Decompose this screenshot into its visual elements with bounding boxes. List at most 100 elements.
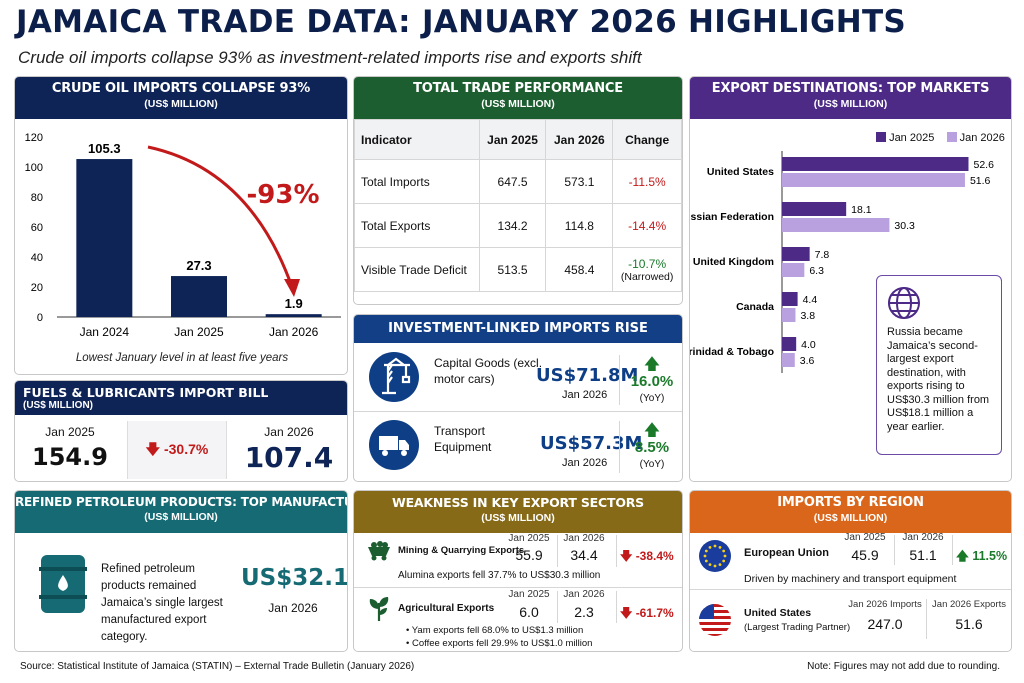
plant-icon: [369, 597, 389, 621]
y-tick-label: 80: [31, 192, 43, 204]
agri-col2: Jan 2026: [563, 589, 605, 600]
total-trade-table: Indicator Jan 2025 Jan 2026 Change Total…: [354, 119, 682, 292]
crude-change-label: -93%: [246, 180, 319, 210]
crude-oil-panel: CRUDE OIL IMPORTS COLLAPSE 93% (US$ MILL…: [14, 76, 348, 375]
eu-col2: Jan 2026: [902, 532, 944, 543]
row-2025: 647.5: [478, 159, 547, 204]
agri-col1: Jan 2025: [508, 589, 550, 600]
eu-star: [722, 559, 726, 563]
refined-value: US$32.1M: [241, 565, 348, 591]
region-header: IMPORTS BY REGION (US$ MILLION): [690, 491, 1011, 533]
crude-bar: [171, 276, 227, 317]
mining-divider-1: [557, 535, 558, 567]
crude-oil-heading: CRUDE OIL IMPORTS COLLAPSE 93%: [51, 81, 311, 96]
category-label: Canada: [736, 301, 774, 313]
footer-source: Source: Statistical Institute of Jamaica…: [20, 661, 415, 672]
eu-star: [718, 563, 722, 567]
export-destinations-chart: United States 52.6 51.6 Russian Federation 1…: [690, 151, 994, 373]
export-destinations-header: EXPORT DESTINATIONS: TOP MARKETS (US$ MI…: [690, 77, 1011, 119]
decline-arrowhead: [284, 279, 300, 297]
y-tick-label: 120: [25, 132, 43, 144]
total-trade-panel: TOTAL TRADE PERFORMANCE (US$ MILLION) In…: [353, 76, 683, 305]
fuels-y1-value: 154.9: [32, 443, 108, 471]
row-change: -10.7%: [628, 256, 667, 271]
mining-change: 🡇 -38.4%: [620, 547, 674, 568]
row-2026: 114.8: [545, 203, 614, 248]
mining-col1: Jan 2025: [508, 533, 550, 544]
investment-panel: INVESTMENT-LINKED IMPORTS RISE Capital G…: [353, 314, 683, 482]
agri-divider-2: [616, 591, 617, 623]
col-jan-2026: Jan 2026: [545, 119, 614, 160]
col-change: Change: [612, 119, 682, 160]
eu-note: Driven by machinery and transport equipm…: [744, 573, 957, 585]
row-change: -14.4%: [612, 203, 682, 248]
eu-star: [713, 544, 717, 548]
y-tick-label: 100: [25, 162, 43, 174]
russia-callout: Russia became Jamaica’s second-largest e…: [876, 275, 1002, 455]
row-indicator: Total Imports: [354, 159, 480, 204]
bar-value-label: 52.6: [973, 159, 994, 171]
destination-bar: [782, 157, 969, 171]
us-flag-icon: [699, 604, 731, 636]
col-indicator: Indicator: [354, 119, 480, 160]
legend-swatch-2026: [946, 132, 957, 142]
down-arrow-icon: 🡇: [620, 606, 633, 620]
eu-divider-1: [894, 535, 895, 565]
bar-value-label: 30.3: [894, 220, 915, 232]
total-trade-heading: TOTAL TRADE PERFORMANCE: [413, 81, 623, 96]
category-label: United States: [707, 166, 774, 178]
page-subtitle: Crude oil imports collapse 93% as invest…: [18, 48, 642, 67]
region-divider: [690, 589, 1011, 590]
agri-change-value: -61.7%: [635, 606, 674, 620]
row-2026: 573.1: [545, 159, 614, 204]
transport-value: US$57.3M: [540, 433, 643, 454]
fuels-y2-label: Jan 2026: [264, 425, 314, 439]
destination-bar: [782, 263, 805, 277]
capital-goods-year: Jan 2026: [562, 389, 608, 401]
bar-value-label: 27.3: [186, 258, 211, 273]
row-change-sub: (Narrowed): [620, 270, 674, 283]
x-tick-label: Jan 2025: [174, 325, 224, 339]
row-2025: 134.2: [478, 203, 547, 248]
fuels-change-value: -30.7%: [163, 441, 209, 457]
investment-heading: INVESTMENT-LINKED IMPORTS RISE: [388, 321, 648, 336]
total-trade-unit: (US$ MILLION): [481, 98, 555, 110]
y-tick-label: 0: [37, 312, 43, 324]
col-jan-2025: Jan 2025: [478, 119, 547, 160]
mining-col2: Jan 2026: [563, 533, 605, 544]
row-change-cell: -10.7% (Narrowed): [612, 247, 682, 292]
us-v1: 247.0: [867, 616, 903, 632]
category-label: United Kingdom: [693, 256, 774, 268]
us-divider: [926, 599, 927, 639]
crude-oil-unit: (US$ MILLION): [144, 98, 218, 110]
us-sub: (Largest Trading Partner): [744, 622, 851, 633]
table-row: Total Imports 647.5 573.1 -11.5%: [354, 159, 682, 204]
y-tick-label: 20: [31, 282, 43, 294]
legend-swatch-2025: [876, 132, 886, 142]
destination-bar: [782, 337, 797, 351]
bar-value-label: 4.4: [803, 294, 818, 306]
crude-oil-header: CRUDE OIL IMPORTS COLLAPSE 93% (US$ MILL…: [15, 77, 347, 119]
crude-bar: [265, 314, 322, 317]
refined-desc: Refined petroleum products remained Jama…: [101, 563, 223, 643]
fuels-unit: (US$ MILLION): [23, 400, 93, 411]
fuels-change: 🡇 -30.7%: [128, 439, 226, 463]
investment-header: INVESTMENT-LINKED IMPORTS RISE: [354, 315, 682, 343]
table-row: Visible Trade Deficit 513.5 458.4 -10.7%…: [354, 247, 682, 292]
capital-goods-divider: [619, 355, 620, 405]
export-destinations-panel: EXPORT DESTINATIONS: TOP MARKETS (US$ MI…: [689, 76, 1012, 482]
globe-icon: [888, 287, 920, 319]
eu-change: 🡅 11.5%: [956, 547, 1007, 568]
row-indicator: Visible Trade Deficit: [354, 247, 480, 292]
us-col2: Jan 2026 Exports: [932, 599, 1006, 610]
eu-star: [703, 554, 707, 558]
capital-goods-value: US$71.8M: [536, 365, 639, 386]
destination-bar: [782, 292, 798, 306]
down-arrow-icon: 🡇: [620, 549, 633, 563]
russia-callout-text: Russia became Jamaica’s second-largest e…: [887, 326, 990, 433]
y-tick-label: 60: [31, 222, 43, 234]
bar-value-label: 51.6: [970, 175, 991, 187]
crane-icon: [369, 352, 419, 402]
x-tick-label: Jan 2024: [80, 325, 130, 339]
eu-star: [722, 549, 726, 553]
